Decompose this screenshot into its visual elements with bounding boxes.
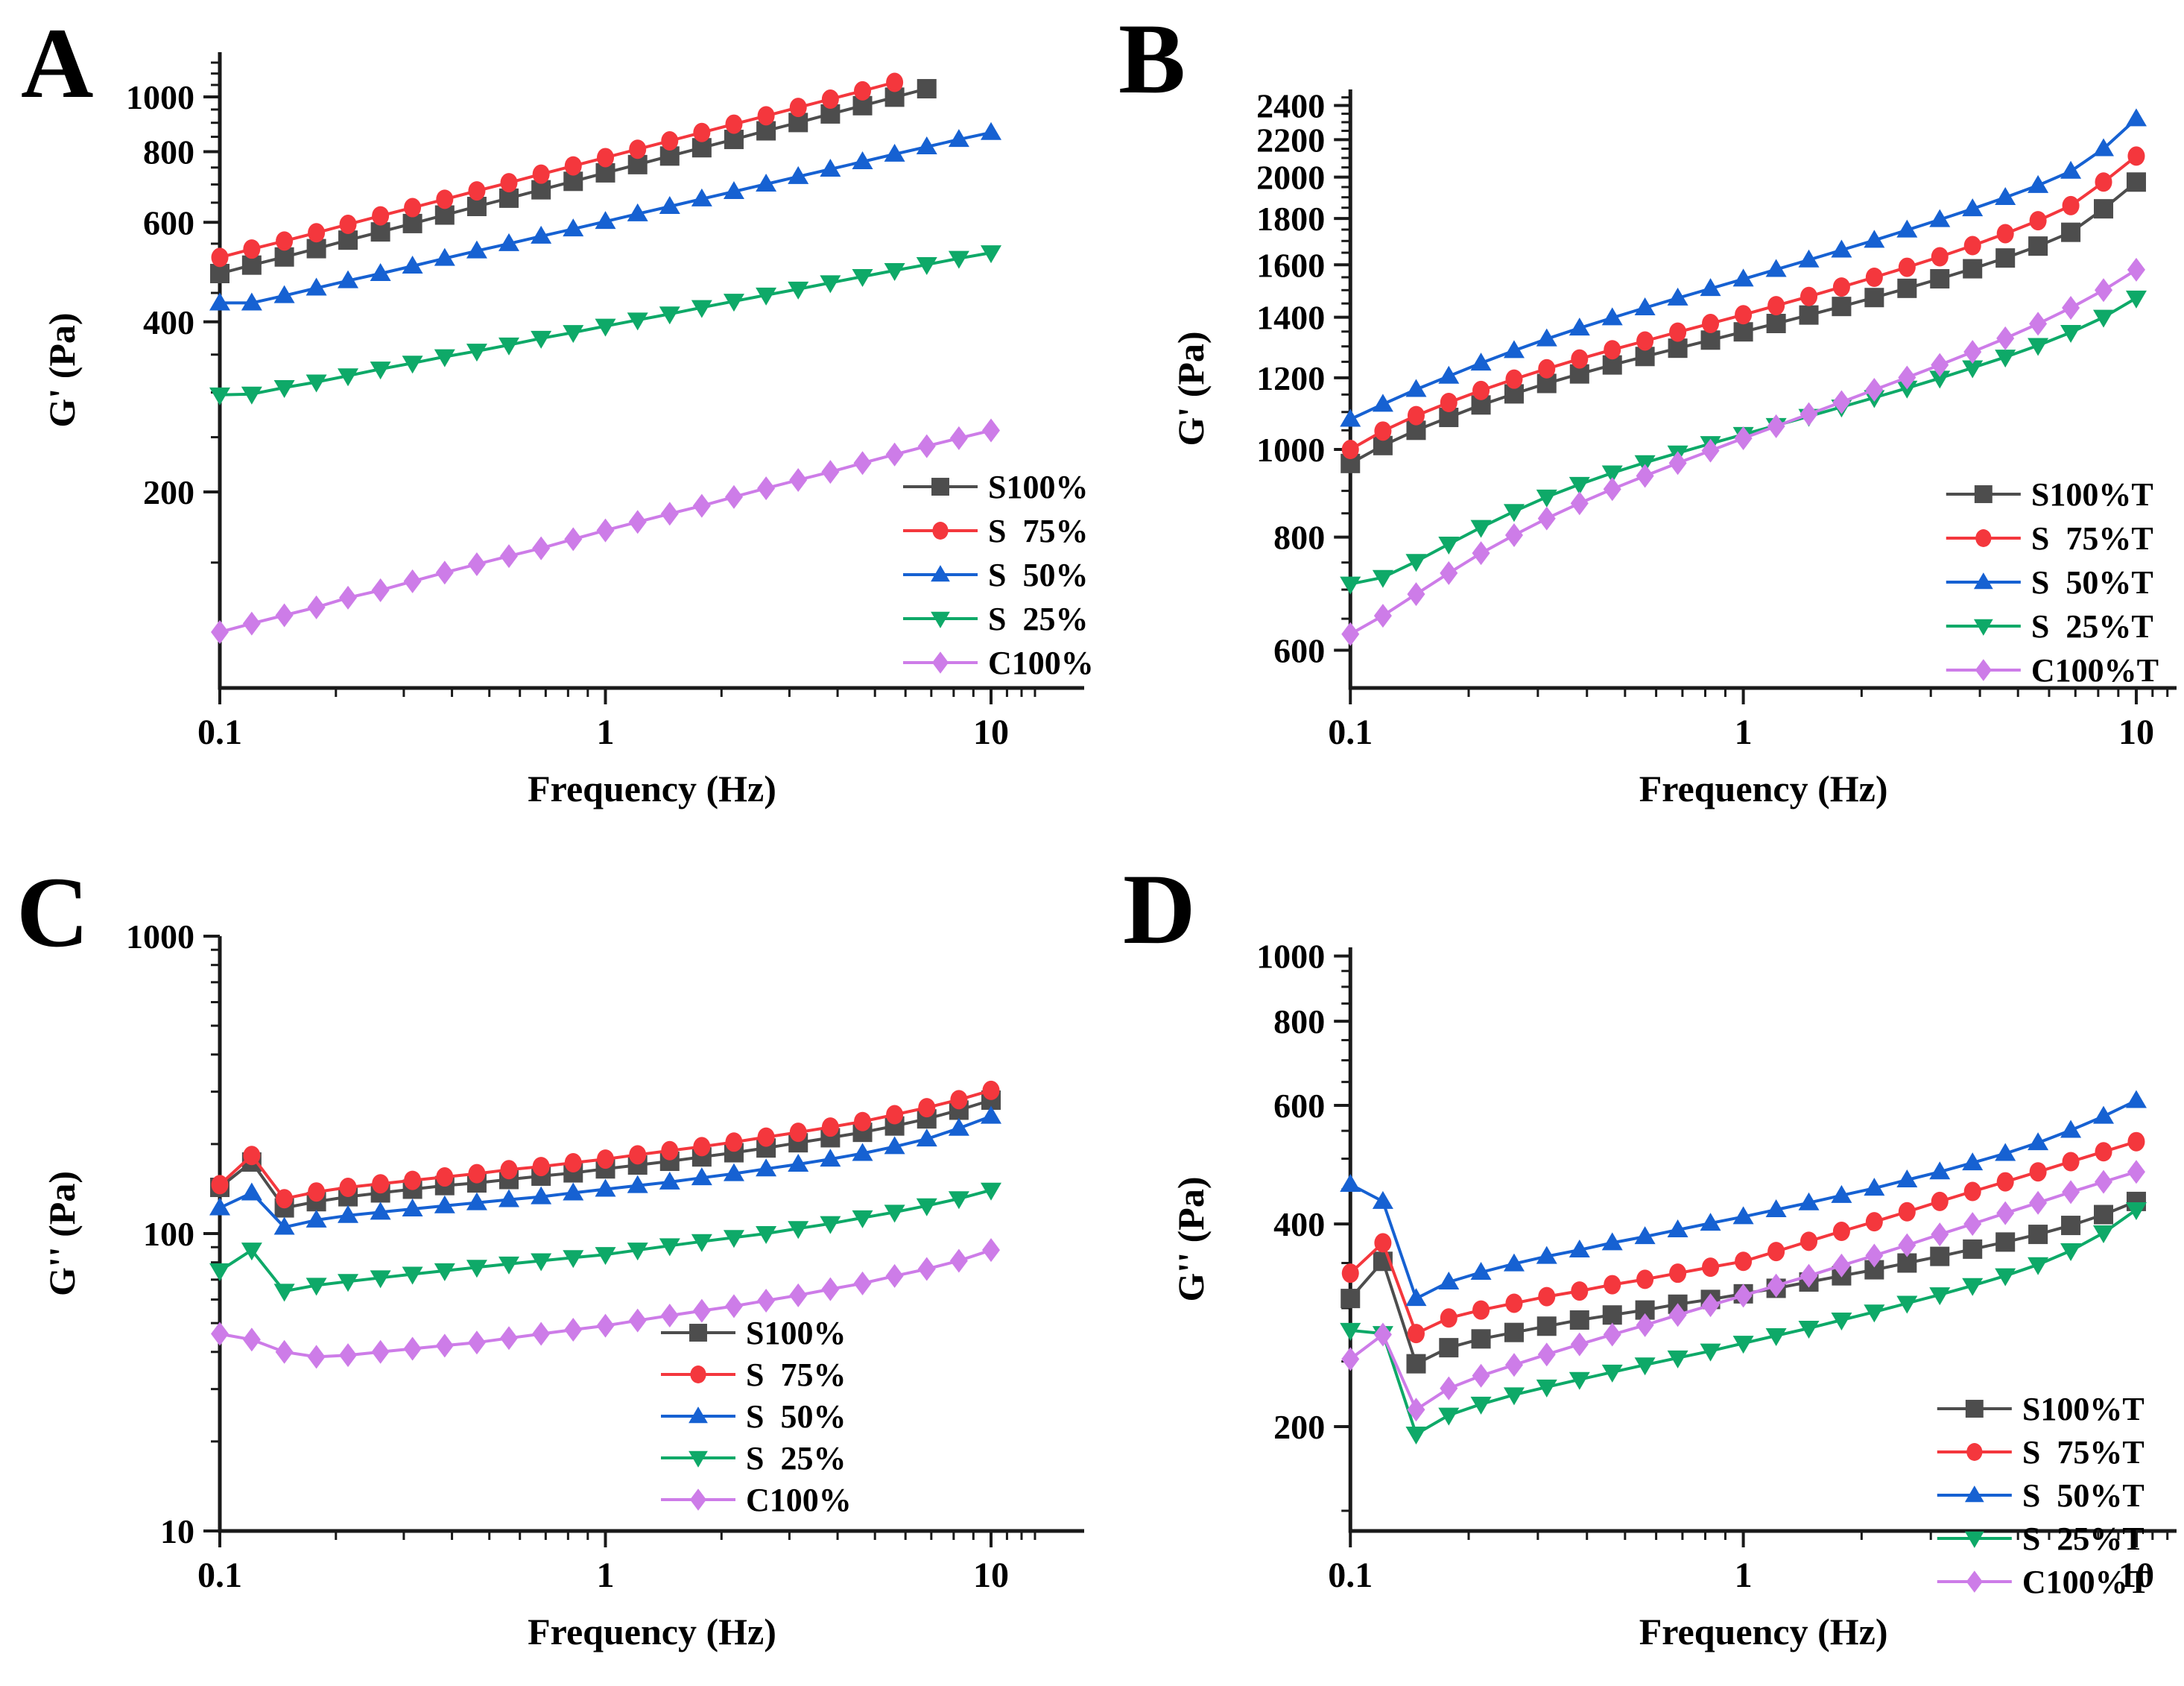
panel-a: A 200 400 600 800 1000 0.1 1 10 Frequency (Hz) G'… bbox=[0, 0, 1092, 843]
svg-text:C100%T: C100%T bbox=[2022, 1564, 2150, 1600]
svg-text:G'' (Pa): G'' (Pa) bbox=[1170, 1177, 1212, 1302]
svg-text:S100%: S100% bbox=[988, 469, 1088, 505]
panel-b: B 600 800 1000 1200 1400 1600 1800 2000 2200 2400… bbox=[1092, 0, 2184, 843]
svg-text:S 50%T: S 50%T bbox=[2022, 1477, 2145, 1514]
svg-text:Frequency (Hz): Frequency (Hz) bbox=[528, 1611, 776, 1652]
svg-text:1: 1 bbox=[1735, 713, 1753, 752]
svg-text:200: 200 bbox=[1273, 1408, 1325, 1446]
panel-c-chart: 10 100 1000 0.1 1 10 Frequency (Hz) G'' (Pa) S10… bbox=[41, 918, 1084, 1652]
svg-text:10: 10 bbox=[973, 713, 1009, 752]
svg-text:S100%T: S100%T bbox=[2031, 476, 2153, 513]
svg-text:S 50%: S 50% bbox=[746, 1398, 846, 1435]
svg-text:S100%: S100% bbox=[746, 1315, 846, 1351]
panel-c: C 10 100 1000 0.1 1 10 Frequency (Hz) G'' (Pa) S… bbox=[0, 843, 1092, 1686]
svg-text:1: 1 bbox=[597, 713, 615, 752]
svg-text:400: 400 bbox=[1273, 1205, 1325, 1243]
panel-d: D 200 400 600 800 1000 0.1 1 10 Frequency (Hz) G'… bbox=[1092, 843, 2184, 1686]
panel-a-chart: 200 400 600 800 1000 0.1 1 10 Frequency (Hz) G' (… bbox=[41, 52, 1092, 809]
svg-text:400: 400 bbox=[143, 303, 194, 341]
svg-text:1000: 1000 bbox=[1256, 938, 1325, 976]
panel-c-letter: C bbox=[16, 857, 89, 968]
svg-text:S 25%T: S 25%T bbox=[2031, 608, 2153, 645]
svg-text:10: 10 bbox=[2118, 1556, 2154, 1595]
svg-text:0.1: 0.1 bbox=[197, 1556, 242, 1595]
svg-text:S 25%: S 25% bbox=[988, 601, 1088, 637]
svg-text:Frequency (Hz): Frequency (Hz) bbox=[1639, 768, 1888, 809]
svg-text:S 25%T: S 25%T bbox=[2022, 1521, 2145, 1557]
svg-text:1000: 1000 bbox=[126, 78, 194, 116]
svg-text:800: 800 bbox=[1273, 519, 1325, 557]
svg-text:S 75%: S 75% bbox=[988, 513, 1088, 549]
svg-text:2400: 2400 bbox=[1256, 87, 1325, 125]
svg-text:S 75%T: S 75%T bbox=[2031, 520, 2153, 557]
svg-text:1600: 1600 bbox=[1256, 246, 1325, 284]
svg-text:0.1: 0.1 bbox=[197, 713, 242, 752]
svg-text:1: 1 bbox=[597, 1556, 615, 1595]
svg-text:800: 800 bbox=[1273, 1003, 1325, 1041]
svg-text:S 25%: S 25% bbox=[746, 1440, 846, 1477]
svg-text:G' (Pa): G' (Pa) bbox=[1170, 331, 1212, 446]
panel-a-letter: A bbox=[21, 8, 94, 119]
svg-text:Frequency (Hz): Frequency (Hz) bbox=[1639, 1611, 1888, 1652]
svg-text:600: 600 bbox=[1273, 631, 1325, 669]
svg-text:600: 600 bbox=[143, 203, 194, 241]
svg-text:10: 10 bbox=[2118, 713, 2154, 752]
svg-text:1000: 1000 bbox=[1256, 431, 1325, 469]
svg-text:1400: 1400 bbox=[1256, 299, 1325, 337]
panel-d-chart: 200 400 600 800 1000 0.1 1 10 Frequency (Hz) G'' … bbox=[1170, 938, 2177, 1652]
svg-text:1200: 1200 bbox=[1256, 359, 1325, 397]
svg-text:1: 1 bbox=[1735, 1556, 1753, 1595]
svg-text:S 50%: S 50% bbox=[988, 557, 1088, 593]
svg-text:100: 100 bbox=[143, 1215, 194, 1253]
svg-text:10: 10 bbox=[160, 1512, 194, 1550]
panel-b-letter: B bbox=[1118, 4, 1186, 115]
svg-text:C100%: C100% bbox=[746, 1482, 852, 1518]
svg-text:C100%T: C100%T bbox=[2031, 652, 2159, 689]
svg-text:S 75%: S 75% bbox=[746, 1357, 846, 1393]
svg-text:S 50%T: S 50%T bbox=[2031, 564, 2153, 601]
svg-text:0.1: 0.1 bbox=[1328, 1556, 1373, 1595]
svg-text:0.1: 0.1 bbox=[1328, 713, 1373, 752]
svg-text:2000: 2000 bbox=[1256, 159, 1325, 197]
svg-text:C100%: C100% bbox=[988, 645, 1092, 681]
svg-text:S100%T: S100%T bbox=[2022, 1391, 2145, 1427]
svg-text:600: 600 bbox=[1273, 1087, 1325, 1125]
svg-text:200: 200 bbox=[143, 473, 194, 511]
svg-text:10: 10 bbox=[973, 1556, 1009, 1595]
svg-text:800: 800 bbox=[143, 133, 194, 171]
svg-text:Frequency (Hz): Frequency (Hz) bbox=[528, 768, 776, 809]
svg-text:1000: 1000 bbox=[126, 918, 194, 956]
svg-text:G'' (Pa): G'' (Pa) bbox=[41, 1171, 83, 1296]
svg-text:G' (Pa): G' (Pa) bbox=[41, 312, 83, 427]
panel-d-letter: D bbox=[1123, 854, 1196, 965]
svg-text:1800: 1800 bbox=[1256, 200, 1325, 238]
svg-text:2200: 2200 bbox=[1256, 121, 1325, 159]
svg-text:S 75%T: S 75%T bbox=[2022, 1434, 2145, 1471]
